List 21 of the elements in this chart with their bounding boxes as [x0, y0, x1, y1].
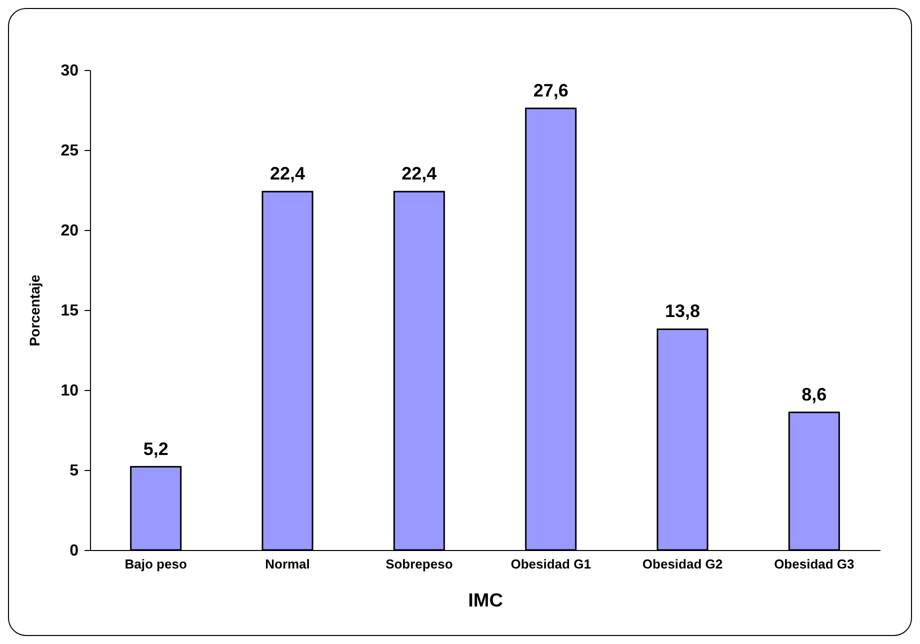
data-label: 13,8 [664, 301, 700, 322]
data-label: 22,4 [402, 164, 437, 184]
x-tick-label: Sobrepeso [386, 556, 453, 572]
y-tick-label: 25 [60, 142, 79, 160]
y-tick-label: 30 [60, 62, 79, 80]
x-tick-label: Bajo peso [124, 556, 187, 572]
y-tick-label: 15 [60, 302, 79, 320]
x-tick-label: Obesidad G3 [774, 556, 854, 572]
y-tick-label: 20 [60, 222, 79, 240]
y-tick-label: 5 [70, 462, 79, 480]
data-label: 22,4 [270, 164, 306, 184]
x-axis-title: IMC [468, 590, 504, 612]
y-axis-title: Porcentaje [26, 274, 43, 346]
y-tick-label: 0 [70, 542, 79, 560]
y-tick-label: 10 [60, 382, 79, 400]
data-label: 8,6 [802, 384, 827, 404]
data-label: 27,6 [533, 80, 568, 100]
x-tick-label: Obesidad G1 [510, 556, 591, 572]
x-tick-label: Normal [265, 556, 310, 572]
data-label: 5,2 [143, 438, 168, 459]
x-tick-label: Obesidad G2 [642, 556, 723, 572]
